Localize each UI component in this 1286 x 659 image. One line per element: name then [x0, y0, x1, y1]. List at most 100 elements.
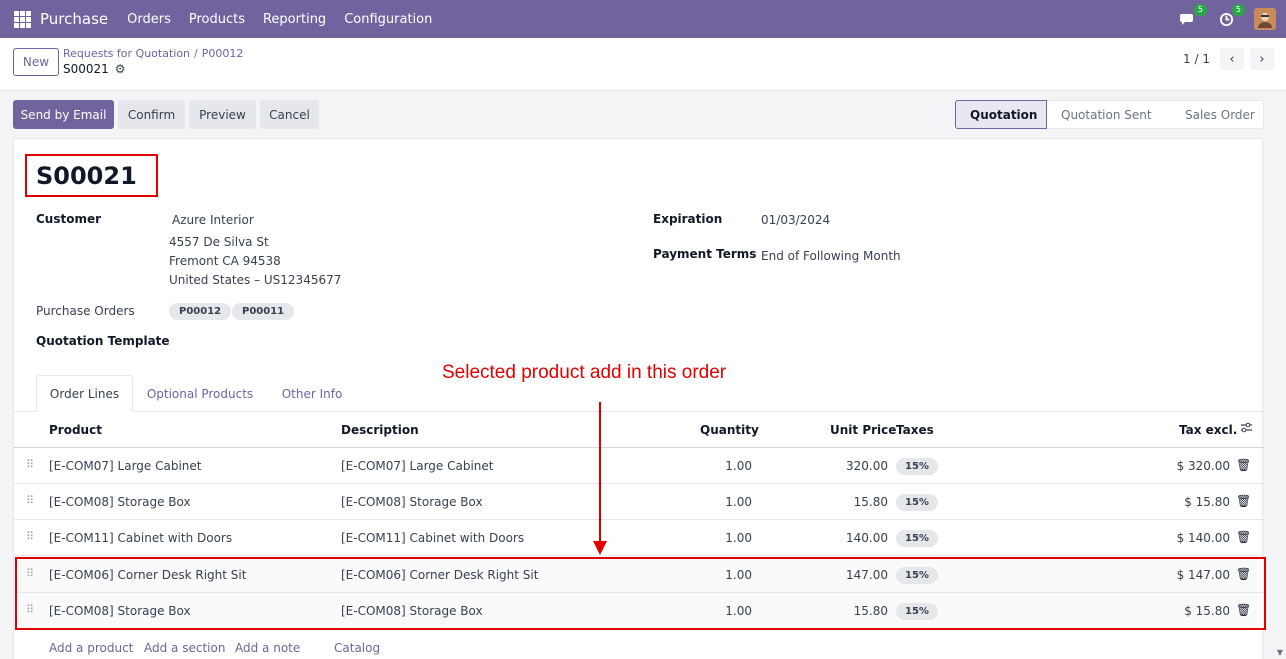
- annotation-arrow-head: [593, 541, 607, 555]
- trash-icon[interactable]: 🗑: [1236, 458, 1252, 472]
- payment-terms-value[interactable]: End of Following Month: [761, 249, 901, 263]
- breadcrumb-separator: /: [194, 47, 198, 60]
- form-sheet: S00021 Customer Azure Interior 4557 De S…: [13, 138, 1264, 659]
- row-unit-price[interactable]: 15.80: [853, 495, 888, 509]
- customer-name[interactable]: Azure Interior: [172, 213, 254, 227]
- row-description[interactable]: [E-COM06] Corner Desk Right Sit: [341, 568, 539, 582]
- tab-order-lines[interactable]: Order Lines: [36, 375, 133, 412]
- row-description[interactable]: [E-COM08] Storage Box: [341, 604, 483, 618]
- apps-menu-icon[interactable]: [14, 10, 31, 28]
- table-row[interactable]: ⠿ [E-COM08] Storage Box [E-COM08] Storag…: [14, 484, 1264, 520]
- row-unit-price[interactable]: 147.00: [846, 568, 888, 582]
- table-row[interactable]: ⠿ [E-COM11] Cabinet with Doors [E-COM11]…: [14, 520, 1264, 556]
- drag-handle-icon[interactable]: ⠿: [26, 458, 34, 471]
- row-product[interactable]: [E-COM08] Storage Box: [49, 604, 191, 618]
- row-unit-price[interactable]: 320.00: [846, 459, 888, 473]
- order-lines-header: Product Description Quantity Unit Price …: [14, 412, 1264, 448]
- pager: 1 / 1 ‹ ›: [1183, 48, 1274, 70]
- column-unit-price[interactable]: Unit Price: [830, 423, 897, 437]
- trash-icon[interactable]: 🗑: [1236, 494, 1252, 508]
- add-note-link[interactable]: Add a note: [235, 641, 301, 655]
- row-subtotal: $ 15.80: [1184, 495, 1230, 509]
- order-name: S00021: [36, 162, 137, 190]
- row-quantity[interactable]: 1.00: [725, 531, 752, 545]
- pager-prev-chevron-left-icon[interactable]: ‹: [1220, 48, 1244, 70]
- new-button[interactable]: New: [13, 48, 59, 76]
- app-name[interactable]: Purchase: [40, 10, 109, 28]
- status-quotation[interactable]: Quotation: [955, 100, 1047, 129]
- scroll-down-icon[interactable]: ▼: [1276, 648, 1283, 657]
- payment-terms-label: Payment Terms: [653, 247, 757, 261]
- send-by-email-button[interactable]: Send by Email: [13, 100, 114, 129]
- confirm-button[interactable]: Confirm: [118, 100, 185, 129]
- preview-button[interactable]: Preview: [189, 100, 256, 129]
- tab-other-info[interactable]: Other Info: [281, 386, 343, 401]
- row-description[interactable]: [E-COM08] Storage Box: [341, 495, 483, 509]
- row-unit-price[interactable]: 140.00: [846, 531, 888, 545]
- nav-item-configuration[interactable]: Configuration: [344, 11, 433, 27]
- status-bar: Quotation Quotation Sent Sales Order: [955, 100, 1264, 129]
- row-quantity[interactable]: 1.00: [725, 604, 752, 618]
- status-sales-order[interactable]: Sales Order: [1169, 100, 1264, 129]
- trash-icon[interactable]: 🗑: [1236, 530, 1252, 544]
- breadcrumb-po-link[interactable]: P00012: [201, 47, 244, 60]
- gear-icon[interactable]: ⚙: [114, 62, 126, 76]
- activities-clock-icon[interactable]: 5: [1216, 4, 1245, 29]
- row-product[interactable]: [E-COM06] Corner Desk Right Sit: [49, 568, 247, 582]
- add-product-link[interactable]: Add a product: [49, 641, 134, 655]
- pager-value[interactable]: 1 / 1: [1183, 52, 1210, 66]
- column-quantity[interactable]: Quantity: [700, 423, 759, 437]
- row-tax-badge[interactable]: 15%: [896, 530, 938, 547]
- nav-item-reporting[interactable]: Reporting: [262, 11, 327, 27]
- table-row[interactable]: ⠿ [E-COM06] Corner Desk Right Sit [E-COM…: [14, 557, 1264, 593]
- row-quantity[interactable]: 1.00: [725, 568, 752, 582]
- row-product[interactable]: [E-COM11] Cabinet with Doors: [49, 531, 233, 545]
- column-tax-excl[interactable]: Tax excl.: [1179, 423, 1238, 437]
- row-description[interactable]: [E-COM07] Large Cabinet: [341, 459, 494, 473]
- catalog-link[interactable]: Catalog: [334, 641, 381, 655]
- annotation-text: Selected product add in this order: [442, 362, 727, 383]
- row-subtotal: $ 15.80: [1184, 604, 1230, 618]
- expiration-value[interactable]: 01/03/2024: [761, 213, 831, 227]
- row-tax-badge[interactable]: 15%: [896, 494, 938, 511]
- customer-address-line-1: 4557 De Silva St: [169, 235, 269, 249]
- purchase-order-tag[interactable]: P00012: [169, 303, 232, 320]
- row-description[interactable]: [E-COM11] Cabinet with Doors: [341, 531, 525, 545]
- table-row[interactable]: ⠿ [E-COM07] Large Cabinet [E-COM07] Larg…: [14, 448, 1264, 484]
- drag-handle-icon[interactable]: ⠿: [26, 567, 34, 580]
- user-avatar[interactable]: [1254, 8, 1276, 30]
- column-description[interactable]: Description: [341, 423, 419, 437]
- table-row[interactable]: ⠿ [E-COM08] Storage Box [E-COM08] Storag…: [14, 593, 1264, 629]
- row-product[interactable]: [E-COM07] Large Cabinet: [49, 459, 202, 473]
- nav-item-products[interactable]: Products: [188, 11, 245, 27]
- row-unit-price[interactable]: 15.80: [853, 604, 888, 618]
- nav-item-orders[interactable]: Orders: [127, 11, 171, 27]
- drag-handle-icon[interactable]: ⠿: [26, 494, 34, 507]
- status-quotation-sent[interactable]: Quotation Sent: [1047, 100, 1169, 129]
- action-bar: Send by Email Confirm Preview Cancel Quo…: [0, 91, 1286, 138]
- optional-columns-sliders-icon[interactable]: [1240, 421, 1253, 437]
- cancel-button[interactable]: Cancel: [260, 100, 319, 129]
- annotation-title-box: [25, 154, 158, 197]
- row-quantity[interactable]: 1.00: [725, 495, 752, 509]
- drag-handle-icon[interactable]: ⠿: [26, 530, 34, 543]
- drag-handle-icon[interactable]: ⠿: [26, 603, 34, 616]
- column-product[interactable]: Product: [49, 423, 102, 437]
- purchase-orders-label: Purchase Orders: [36, 304, 135, 318]
- pager-next-chevron-right-icon[interactable]: ›: [1250, 48, 1274, 70]
- row-tax-badge[interactable]: 15%: [896, 458, 938, 475]
- row-tax-badge[interactable]: 15%: [896, 603, 938, 620]
- breadcrumb-rfq-link[interactable]: Requests for Quotation: [63, 47, 191, 60]
- tab-optional-products[interactable]: Optional Products: [146, 386, 254, 401]
- trash-icon[interactable]: 🗑: [1236, 603, 1252, 617]
- purchase-order-tag[interactable]: P00011: [232, 303, 295, 320]
- row-quantity[interactable]: 1.00: [725, 459, 752, 473]
- column-taxes[interactable]: Taxes: [896, 423, 934, 437]
- add-section-link[interactable]: Add a section: [144, 641, 226, 655]
- row-subtotal: $ 320.00: [1176, 459, 1230, 473]
- trash-icon[interactable]: 🗑: [1236, 567, 1252, 581]
- customer-address-line-3: United States – US12345677: [169, 273, 342, 287]
- row-product[interactable]: [E-COM08] Storage Box: [49, 495, 191, 509]
- messages-icon[interactable]: 5: [1178, 4, 1207, 29]
- row-tax-badge[interactable]: 15%: [896, 567, 938, 584]
